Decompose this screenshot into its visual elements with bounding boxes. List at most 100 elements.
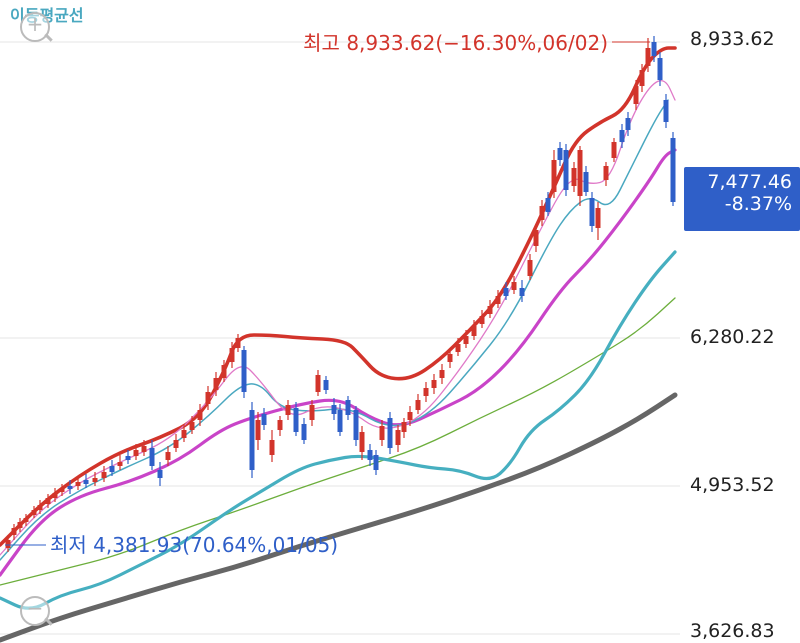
- candle: [583, 166, 589, 196]
- candle: [563, 144, 569, 196]
- candle: [277, 416, 283, 436]
- candle: [415, 394, 421, 414]
- candle: [603, 162, 609, 186]
- candle: [619, 124, 625, 148]
- candle: [395, 425, 401, 452]
- candle: [149, 440, 155, 470]
- zoom-in-icon[interactable]: [20, 12, 50, 42]
- current-price-badge: 7,477.46 -8.37%: [684, 167, 800, 231]
- candle: [117, 455, 123, 470]
- candle: [373, 450, 379, 475]
- candle: [577, 146, 583, 206]
- candle: [595, 202, 601, 240]
- candle: [235, 334, 241, 352]
- candle: [479, 310, 485, 328]
- candle: [315, 370, 321, 396]
- candle: [125, 450, 131, 464]
- candle: [269, 430, 275, 462]
- candle: [141, 440, 147, 456]
- candle: [651, 36, 657, 62]
- candle: [551, 150, 557, 198]
- candle: [663, 94, 669, 128]
- candle: [189, 416, 195, 434]
- candle: [359, 426, 365, 460]
- candle: [633, 80, 639, 110]
- candle: [133, 444, 139, 460]
- candle: [309, 400, 315, 426]
- candle: [533, 224, 539, 252]
- candle: [205, 386, 211, 410]
- candle: [527, 254, 533, 280]
- candle: [387, 412, 393, 454]
- candle: [331, 398, 337, 420]
- candle: [611, 138, 617, 162]
- candle: [657, 52, 663, 86]
- y-tick-label: 6,280.22: [690, 326, 775, 348]
- candle: [495, 290, 501, 308]
- ma-fast-line: [0, 80, 676, 556]
- candle: [83, 474, 89, 488]
- candle: [52, 488, 58, 502]
- candle: [45, 494, 51, 508]
- zoom-out-icon[interactable]: [20, 596, 50, 626]
- candle: [511, 276, 517, 294]
- candle: [423, 382, 429, 402]
- candle: [401, 418, 407, 438]
- candle: [229, 342, 235, 368]
- annotation-layer: 최고 8,933.62(−16.30%,06/02) 최저 4,381.93(70…: [5, 31, 650, 557]
- candle: [545, 192, 551, 216]
- ma-longest-line: [0, 392, 678, 643]
- candle: [539, 200, 545, 226]
- candle: [23, 514, 29, 526]
- candle: [261, 408, 267, 430]
- ma-short-line: [0, 99, 669, 561]
- candle: [213, 372, 219, 396]
- candle: [92, 472, 98, 486]
- candle: [75, 476, 81, 490]
- candle: [353, 406, 359, 446]
- candle: [59, 484, 65, 496]
- candle: [241, 346, 247, 398]
- candle: [625, 112, 631, 136]
- candle: [639, 64, 645, 92]
- candle: [487, 300, 493, 318]
- candlestick-layer: [5, 36, 676, 552]
- candle: [157, 462, 163, 486]
- candle: [249, 402, 255, 478]
- lower-band-line: [0, 250, 677, 610]
- candle: [337, 404, 343, 436]
- candle: [471, 320, 477, 340]
- candle: [181, 424, 187, 442]
- candle: [447, 348, 453, 368]
- low-annotation: 최저 4,381.93(70.64%,01/05): [50, 533, 338, 557]
- mid-line: [0, 148, 677, 577]
- candle: [455, 338, 461, 356]
- candle: [173, 434, 179, 452]
- candle: [557, 142, 563, 166]
- candle: [11, 524, 17, 540]
- candle: [670, 132, 676, 206]
- candle: [407, 406, 413, 426]
- candle: [31, 506, 37, 518]
- ma-long-line: [0, 297, 676, 586]
- candle: [101, 466, 107, 482]
- high-annotation: 최고 8,933.62(−16.30%,06/02): [303, 31, 608, 55]
- candle: [37, 500, 43, 514]
- y-tick-label: 8,933.62: [690, 28, 775, 50]
- candle: [221, 360, 227, 382]
- candle: [255, 412, 261, 450]
- candle: [379, 420, 385, 446]
- candle: [345, 396, 351, 420]
- candle: [463, 330, 469, 348]
- candle: [439, 364, 445, 384]
- candle: [367, 444, 373, 466]
- y-tick-label: 4,953.52: [690, 474, 775, 496]
- candle: [301, 418, 307, 444]
- candle: [197, 404, 203, 426]
- candle: [323, 376, 329, 394]
- candle: [17, 518, 23, 532]
- candle: [67, 480, 73, 494]
- current-change: -8.37%: [724, 193, 792, 215]
- candle: [519, 280, 525, 302]
